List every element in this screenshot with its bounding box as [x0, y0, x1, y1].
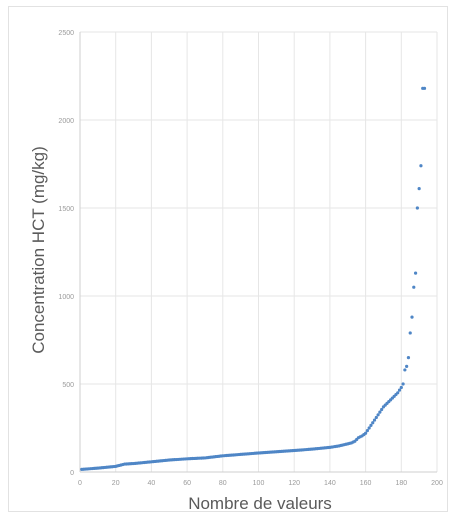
data-point — [406, 356, 411, 360]
data-point — [403, 368, 407, 372]
y-tick-label: 1000 — [58, 294, 74, 301]
data-point — [371, 421, 375, 425]
y-tick-label: 2500 — [58, 30, 74, 37]
data-point — [422, 86, 427, 90]
data-point — [417, 187, 421, 191]
data-point — [408, 331, 412, 335]
data-point — [412, 285, 416, 289]
y-axis-title: Concentration HCT (mg/kg) — [29, 146, 48, 354]
y-tick-label: 2000 — [58, 118, 74, 125]
data-point — [419, 164, 423, 168]
x-axis-title: Nombre de valeurs — [188, 494, 332, 513]
data-point — [405, 364, 409, 368]
axis-layer — [79, 32, 437, 473]
data-point — [396, 391, 400, 395]
data-point — [397, 388, 402, 392]
data-point — [365, 429, 369, 433]
x-tick-label: 200 — [431, 480, 443, 487]
x-tick-label: 0 — [78, 480, 82, 487]
data-point — [410, 315, 414, 319]
x-tick-label: 140 — [324, 480, 336, 487]
data-point — [369, 423, 373, 427]
chart-frame — [8, 6, 448, 512]
points-layer — [80, 86, 427, 471]
y-tick-label: 1500 — [58, 206, 74, 213]
x-tick-label: 40 — [148, 480, 156, 487]
data-point — [415, 206, 419, 210]
y-tick-label: 0 — [70, 470, 74, 477]
x-tick-label: 160 — [360, 480, 372, 487]
data-point — [364, 431, 368, 435]
x-tick-label: 80 — [219, 480, 227, 487]
data-point — [374, 415, 378, 420]
y-tick-label: 500 — [62, 382, 74, 389]
tick-label-layer: 0 20 40 60 80 100 120 140 160 180 2000500100015002… — [58, 30, 443, 487]
data-point — [413, 271, 418, 275]
data-point — [399, 385, 403, 390]
x-tick-label: 20 — [112, 480, 120, 487]
data-point — [401, 382, 405, 386]
x-tick-label: 60 — [183, 480, 191, 487]
data-point — [367, 426, 371, 430]
x-tick-label: 180 — [395, 480, 407, 487]
data-point — [378, 410, 382, 414]
data-point — [372, 418, 377, 422]
data-point — [376, 413, 380, 417]
grid-layer — [80, 31, 438, 472]
x-tick-label: 100 — [253, 480, 265, 487]
x-tick-label: 120 — [288, 480, 300, 487]
data-point — [380, 407, 384, 412]
